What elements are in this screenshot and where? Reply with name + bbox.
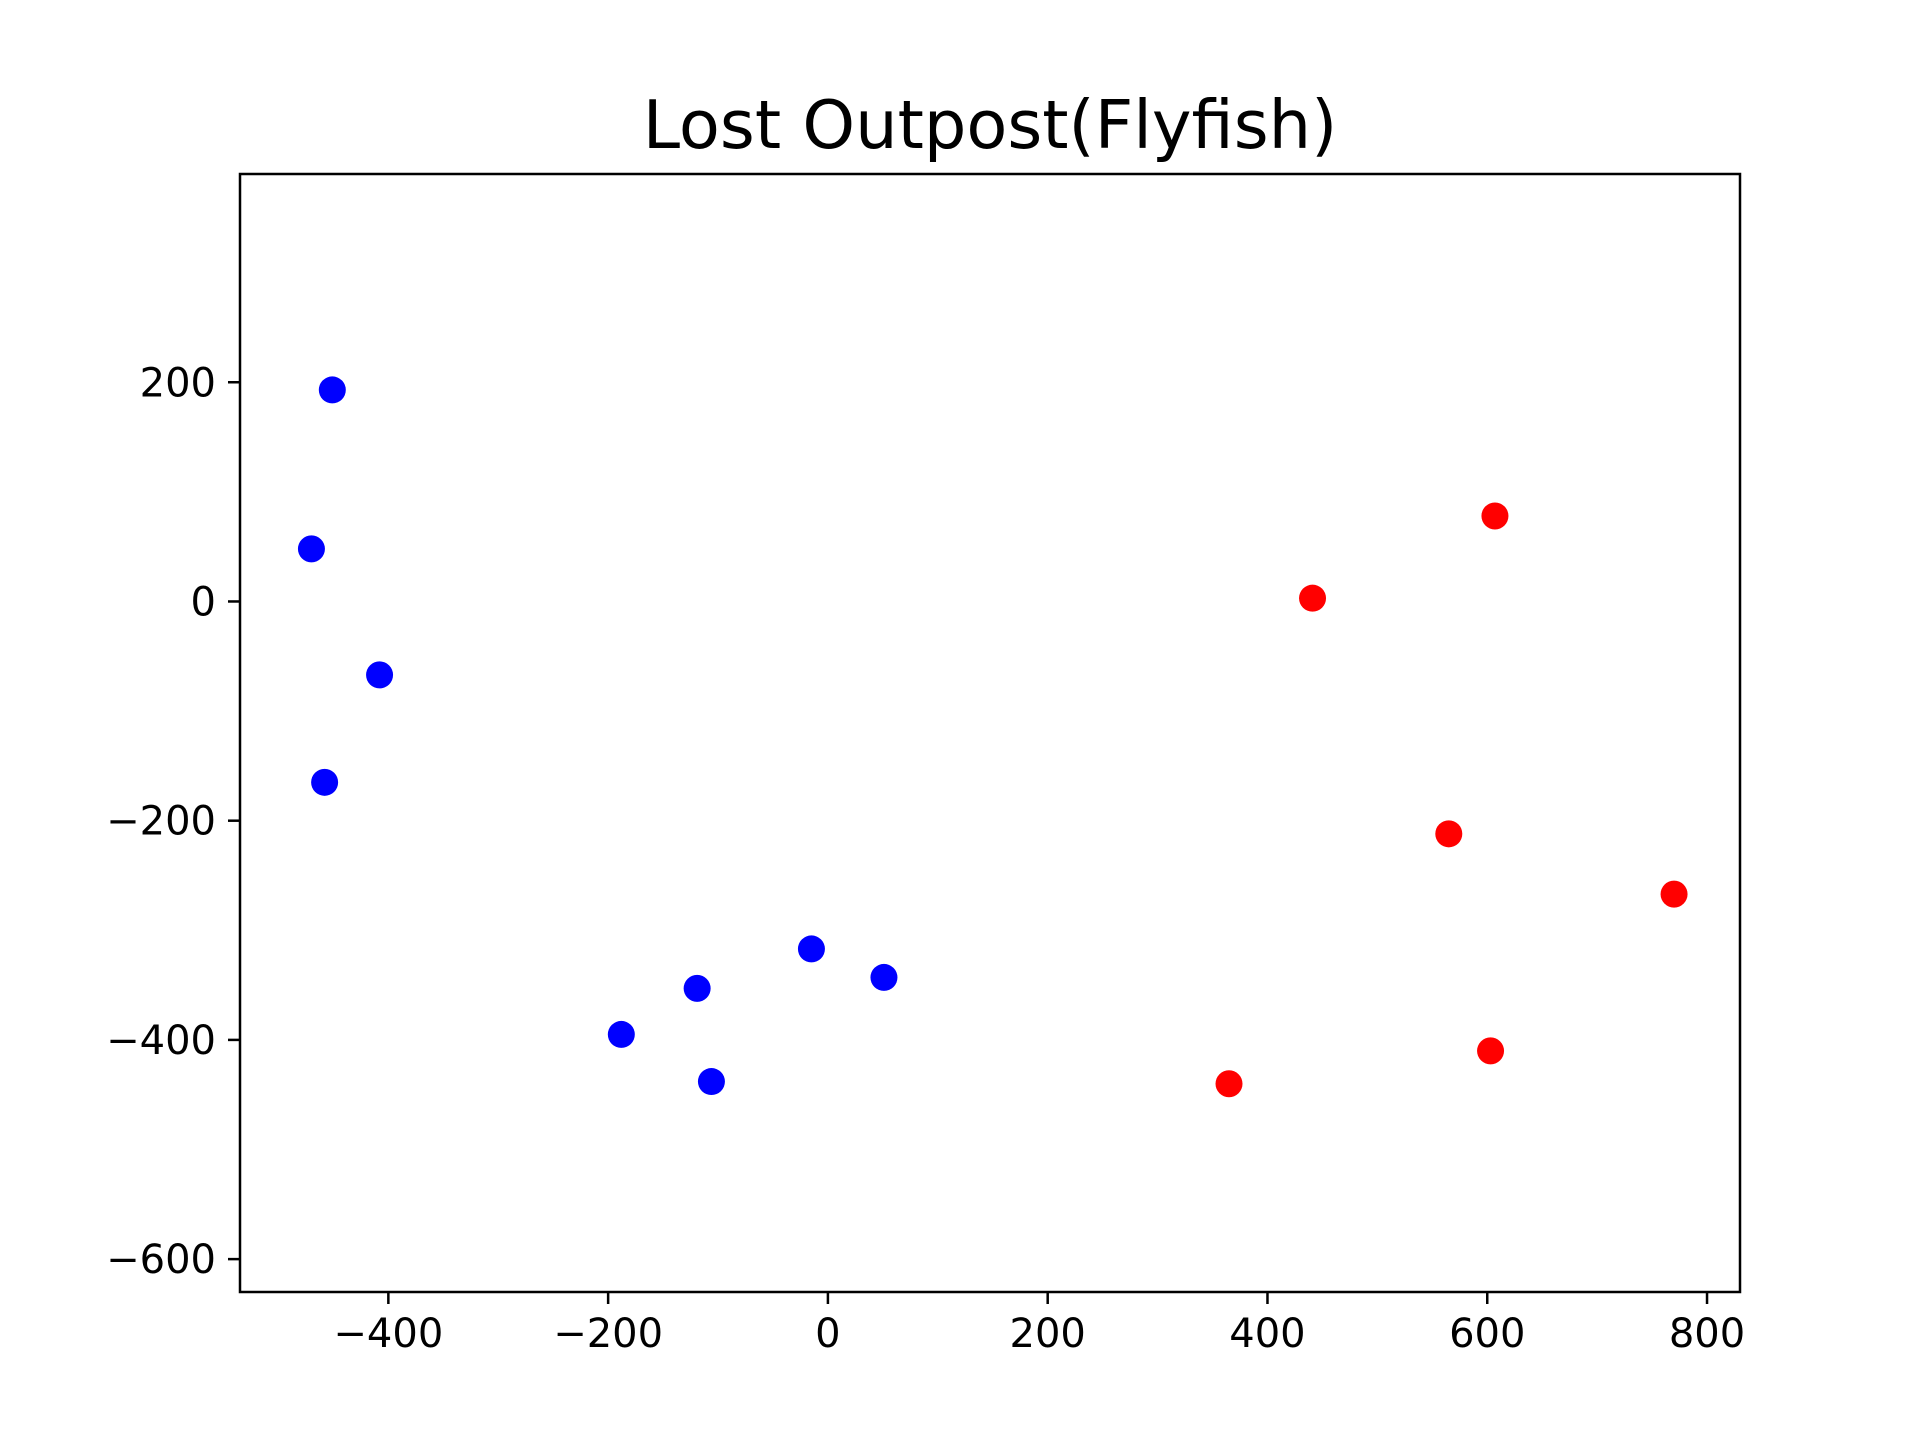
data-point <box>1299 584 1327 612</box>
data-point <box>1477 1037 1505 1065</box>
data-point <box>1435 820 1463 848</box>
data-point <box>697 1068 725 1096</box>
data-point <box>607 1020 635 1048</box>
data-point <box>797 935 825 963</box>
data-point <box>366 661 394 689</box>
plot-area <box>297 376 1688 1098</box>
x-tick-label: 400 <box>1229 1311 1305 1357</box>
x-tick-label: 800 <box>1669 1311 1745 1357</box>
data-point <box>1215 1070 1243 1098</box>
y-tick-label: 200 <box>140 360 216 406</box>
data-point <box>870 963 898 991</box>
x-axis: −400 −200 0 200 400 600 800 <box>333 1292 1745 1357</box>
x-tick-label: 200 <box>1010 1311 1086 1357</box>
data-point <box>318 376 346 404</box>
y-tick-label: −400 <box>106 1018 216 1064</box>
data-point <box>297 535 325 563</box>
y-tick-label: −200 <box>106 799 216 845</box>
x-tick-label: 600 <box>1449 1311 1525 1357</box>
x-tick-label: −400 <box>333 1311 443 1357</box>
data-point <box>1481 502 1509 530</box>
data-point <box>1660 880 1688 908</box>
x-tick-label: −200 <box>553 1311 663 1357</box>
axes-frame <box>238 172 1742 1294</box>
chart-title: Lost Outpost(Flyfish) <box>643 86 1337 164</box>
y-axis: −600 −400 −200 0 200 <box>106 360 240 1283</box>
x-tick-label: 0 <box>815 1311 840 1357</box>
y-tick-label: 0 <box>191 579 216 625</box>
data-point <box>683 974 711 1002</box>
y-tick-label: −600 <box>106 1237 216 1283</box>
data-point <box>311 768 339 796</box>
